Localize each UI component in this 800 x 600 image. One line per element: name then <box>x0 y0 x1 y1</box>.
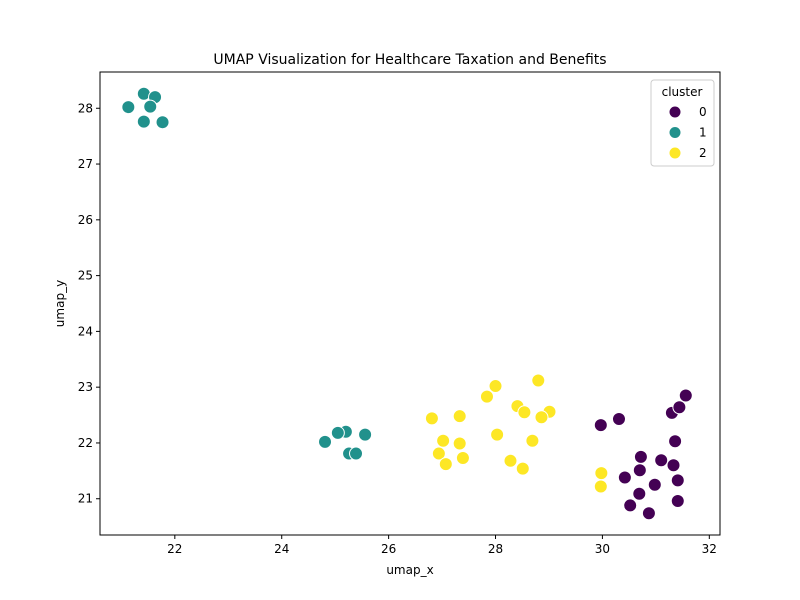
y-tick-label: 28 <box>78 101 93 115</box>
legend-marker-cluster-1 <box>668 126 682 139</box>
scatter-point-cluster-0 <box>666 458 681 473</box>
legend-label-cluster-0: 0 <box>699 105 707 119</box>
scatter-point-cluster-2 <box>438 457 453 472</box>
scatter-point-cluster-2 <box>490 427 505 442</box>
scatter-point-cluster-1 <box>358 427 373 442</box>
scatter-point-cluster-2 <box>452 409 467 424</box>
scatter-point-cluster-1 <box>330 425 345 440</box>
scatter-point-cluster-2 <box>503 453 518 468</box>
scatter-point-cluster-0 <box>611 411 626 426</box>
scatter-point-cluster-0 <box>633 449 648 464</box>
x-tick-label: 30 <box>595 542 610 556</box>
scatter-point-cluster-0 <box>632 486 647 501</box>
y-axis-label: umap_y <box>53 280 67 327</box>
scatter-point-cluster-1 <box>121 100 136 115</box>
y-tick-label: 21 <box>78 492 93 506</box>
scatter-point-cluster-2 <box>431 446 446 461</box>
scatter-point-cluster-2 <box>455 451 470 466</box>
scatter-point-cluster-2 <box>488 379 503 394</box>
scatter-point-cluster-2 <box>531 373 546 388</box>
y-tick-label: 27 <box>78 157 93 171</box>
legend-label-cluster-1: 1 <box>699 126 707 140</box>
x-tick-label: 32 <box>702 542 717 556</box>
scatter-point-cluster-2 <box>534 410 549 425</box>
x-axis: 22 24 26 28 30 32 <box>167 535 717 556</box>
y-tick-label: 25 <box>78 269 93 283</box>
scatter-point-cluster-0 <box>654 453 669 468</box>
y-tick-label: 22 <box>78 436 93 450</box>
x-tick-label: 22 <box>167 542 182 556</box>
scatter-point-cluster-0 <box>672 400 687 415</box>
legend-box <box>650 79 715 167</box>
chart-title: UMAP Visualization for Healthcare Taxati… <box>213 52 606 68</box>
y-tick-label: 26 <box>78 213 93 227</box>
scatter-point-cluster-2 <box>525 433 540 448</box>
scatter-point-cluster-0 <box>668 434 683 449</box>
scatter-point-cluster-0 <box>647 477 662 492</box>
scatter-point-cluster-2 <box>424 411 439 426</box>
scatter-point-cluster-2 <box>436 433 451 448</box>
scatter-point-cluster-2 <box>452 436 467 451</box>
scatter-point-cluster-2 <box>515 461 530 476</box>
scatter-point-cluster-0 <box>593 418 608 433</box>
scatter-point-cluster-0 <box>632 463 647 478</box>
scatter-point-cluster-2 <box>593 479 608 494</box>
plot-area <box>99 71 721 536</box>
scatter-point-cluster-1 <box>318 434 333 449</box>
x-tick-label: 26 <box>381 542 396 556</box>
legend-label-cluster-2: 2 <box>699 146 707 160</box>
scatter-point-cluster-1 <box>155 115 170 130</box>
scatter-point-cluster-2 <box>594 466 609 481</box>
y-tick-label: 24 <box>78 324 93 338</box>
scatter-point-cluster-0 <box>678 388 693 403</box>
x-tick-label: 24 <box>274 542 289 556</box>
y-axis: 21 22 23 24 25 26 27 28 <box>78 101 100 506</box>
y-tick-label: 23 <box>78 380 93 394</box>
scatter-point-cluster-1 <box>143 99 158 114</box>
scatter-point-cluster-0 <box>670 493 685 508</box>
legend: cluster 0 1 2 <box>650 79 715 167</box>
x-axis-label: umap_x <box>386 563 433 577</box>
legend-marker-cluster-2 <box>668 146 682 160</box>
scatter-point-cluster-0 <box>623 498 638 513</box>
legend-marker-cluster-0 <box>668 105 682 119</box>
scatter-point-cluster-1 <box>136 114 151 129</box>
scatter-point-cluster-2 <box>517 405 532 420</box>
points-layer <box>121 86 693 521</box>
legend-title: cluster <box>662 85 703 99</box>
scatter-point-cluster-2 <box>479 389 494 404</box>
scatter-point-cluster-1 <box>349 446 364 461</box>
x-tick-label: 28 <box>488 542 503 556</box>
scatter-point-cluster-0 <box>670 473 685 488</box>
scatter-point-cluster-0 <box>617 470 632 485</box>
scatter-point-cluster-0 <box>641 506 656 521</box>
